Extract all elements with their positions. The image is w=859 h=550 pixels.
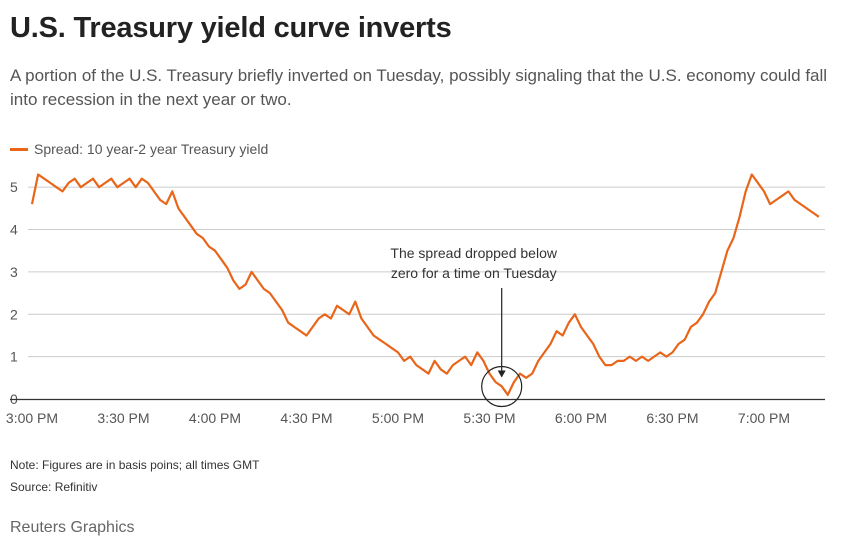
- footnote: Note: Figures are in basis poins; all ti…: [10, 458, 260, 472]
- x-tick-label: 5:30 PM: [463, 410, 515, 426]
- y-tick-label: 1: [10, 349, 18, 365]
- axis-layer: 0123453:00 PM3:30 PM4:00 PM4:30 PM5:00 P…: [6, 179, 825, 426]
- y-tick-label: 5: [10, 179, 18, 195]
- x-tick-label: 3:00 PM: [6, 410, 58, 426]
- series-line: [30, 173, 820, 396]
- x-tick-label: 4:00 PM: [189, 410, 241, 426]
- chart-subtitle: A portion of the U.S. Treasury briefly i…: [10, 66, 828, 109]
- grid-layer: [28, 186, 825, 358]
- annotation-label: The spread dropped below: [390, 245, 557, 261]
- brand-credit: Reuters Graphics: [10, 519, 135, 536]
- annotation-arrowhead: [497, 370, 506, 378]
- y-tick-label: 2: [10, 306, 18, 322]
- source-note: Source: Refinitiv: [10, 480, 98, 494]
- x-tick-label: 3:30 PM: [97, 410, 149, 426]
- legend-swatch: [10, 147, 28, 151]
- x-tick-label: 7:00 PM: [738, 410, 790, 426]
- annotation-label: zero for a time on Tuesday: [391, 265, 557, 281]
- y-tick-label: 4: [10, 222, 18, 238]
- y-tick-label: 3: [10, 264, 18, 280]
- legend-label: Spread: 10 year-2 year Treasury yield: [34, 141, 269, 157]
- x-tick-label: 5:00 PM: [372, 410, 424, 426]
- chart-title: U.S. Treasury yield curve inverts: [10, 12, 452, 44]
- series-layer: [30, 173, 820, 396]
- x-tick-label: 4:30 PM: [280, 410, 332, 426]
- x-tick-label: 6:00 PM: [555, 410, 607, 426]
- annotation-layer: The spread dropped below zero for a time …: [390, 245, 558, 408]
- legend: Spread: 10 year-2 year Treasury yield: [10, 141, 268, 157]
- x-tick-label: 6:30 PM: [646, 410, 698, 426]
